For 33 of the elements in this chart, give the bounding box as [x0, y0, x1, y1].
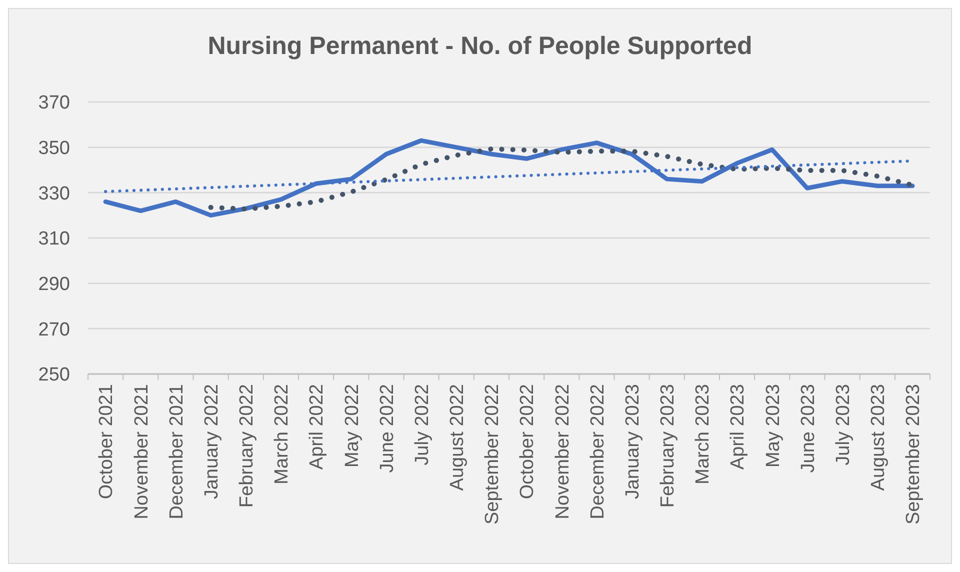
x-tick-label: June 2023 [798, 384, 819, 473]
x-tick-label: September 2023 [903, 384, 924, 524]
x-tick-label: April 2022 [306, 384, 328, 470]
x-tick-label: February 2023 [658, 384, 679, 508]
y-tick-label: 250 [38, 364, 70, 386]
x-tick-label: January 2022 [201, 384, 222, 500]
x-tick-label: December 2021 [166, 384, 188, 520]
x-tick-label: March 2022 [272, 384, 293, 484]
y-tick-label: 270 [38, 319, 70, 340]
x-tick-label: October 2022 [517, 384, 538, 500]
x-tick-label: August 2022 [447, 384, 468, 491]
x-tick-label: July 2022 [412, 384, 433, 466]
x-tick-label: June 2022 [376, 384, 398, 473]
x-tick-label: February 2022 [236, 384, 258, 508]
chart-title: Nursing Permanent - No. of People Supported [208, 32, 752, 60]
x-tick-label: January 2023 [622, 384, 644, 500]
x-tick-label: July 2023 [832, 384, 854, 466]
y-tick-label: 370 [38, 92, 70, 114]
x-tick-label: December 2022 [587, 384, 608, 520]
x-tick-label: October 2021 [96, 384, 118, 500]
x-tick-label: August 2023 [868, 384, 890, 491]
x-tick-label: November 2021 [131, 384, 152, 520]
x-tick-label: November 2022 [552, 384, 574, 520]
x-tick-label: May 2022 [342, 384, 363, 468]
x-tick-label: May 2023 [762, 384, 784, 468]
x-tick-label: September 2022 [482, 384, 504, 524]
line-series [103, 138, 915, 218]
x-tick-label: April 2023 [728, 384, 749, 470]
y-tick-label: 310 [38, 228, 70, 250]
y-tick-label: 330 [38, 183, 70, 204]
y-tick-label: 350 [38, 138, 70, 159]
y-tick-label: 290 [38, 274, 70, 295]
x-tick-label: March 2023 [692, 384, 714, 484]
